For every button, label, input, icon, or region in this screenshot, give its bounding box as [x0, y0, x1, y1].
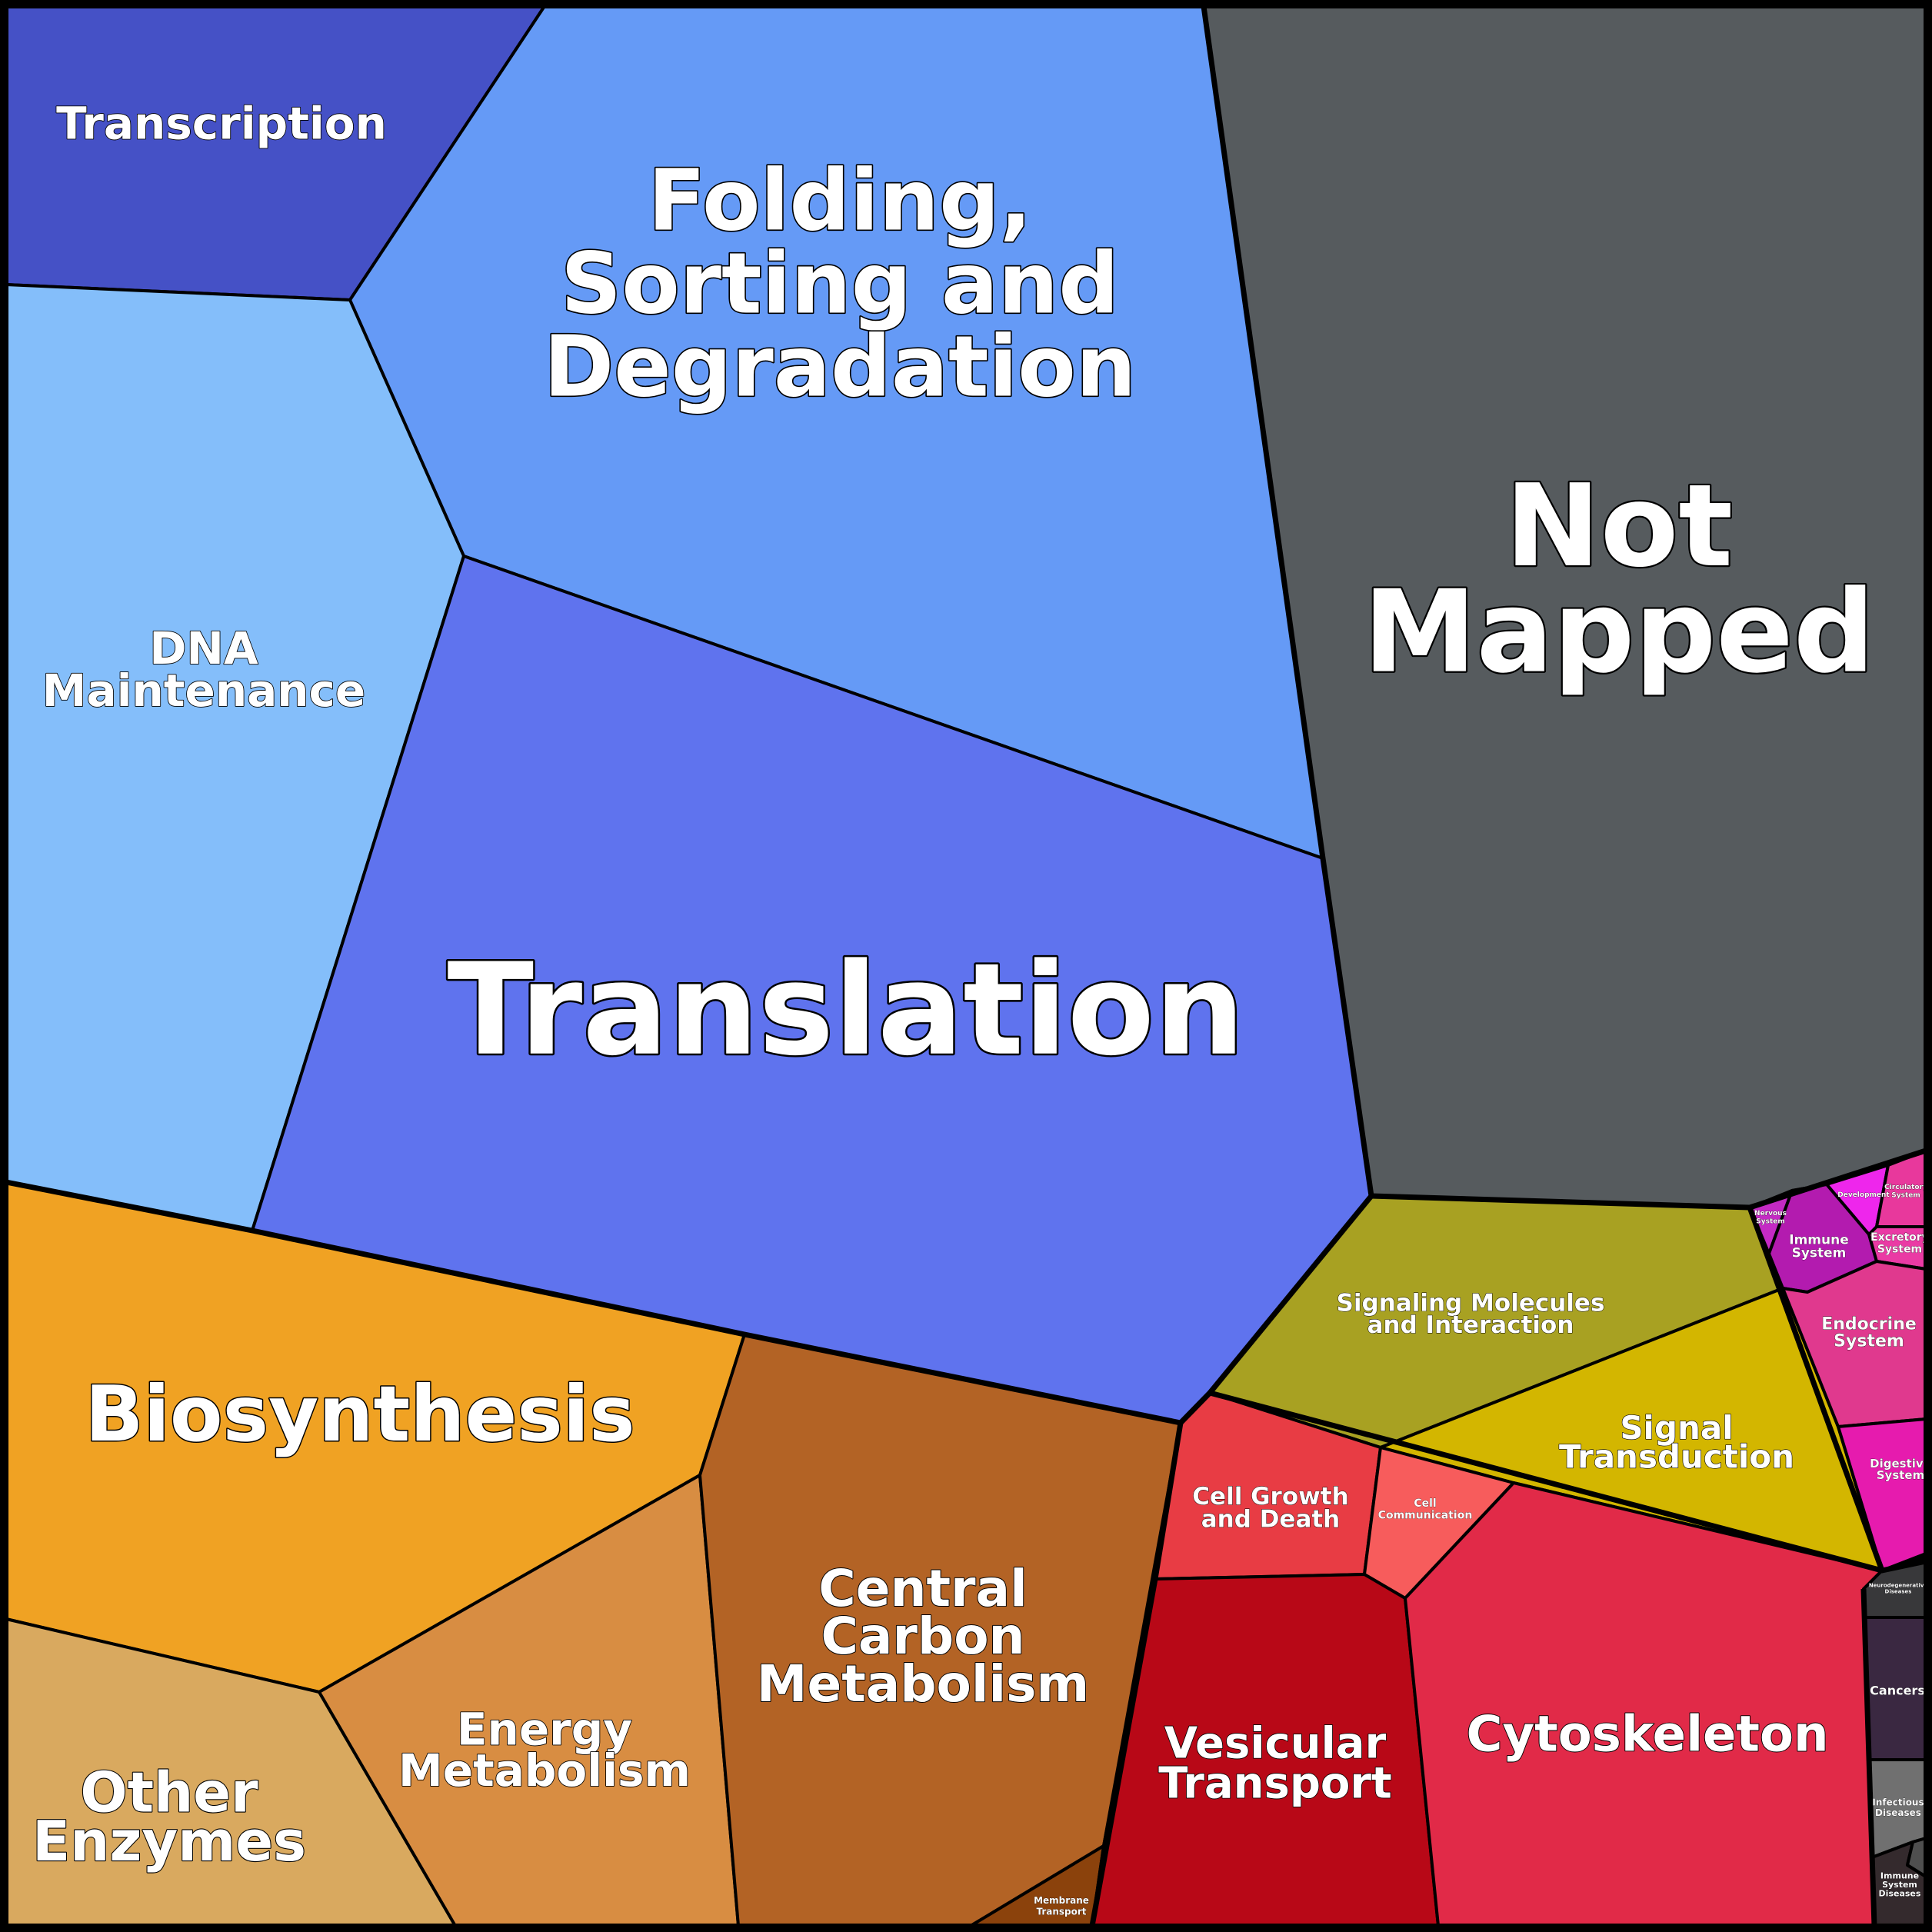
major-borders [5, 5, 1927, 1927]
label-line: Neurodegenerative [1869, 1582, 1928, 1588]
label-line: Central [818, 1559, 1027, 1618]
label-biosynthesis: Biosynthesis [85, 1369, 635, 1459]
label-line: Transport [1036, 1906, 1086, 1917]
label-line: Transport [1158, 1759, 1392, 1809]
labels-layer: Transcription Folding, Sorting and Degradat… [32, 96, 1931, 1917]
label-translation: Translation [448, 936, 1245, 1084]
label-line: Other [80, 1760, 258, 1825]
label-membrane-transport: Membrane Transport [1034, 1895, 1089, 1917]
label-line: System [1877, 1468, 1924, 1482]
label-other-enzymes: Other Enzymes [32, 1760, 306, 1874]
label-neurodegenerative: Neurodegenerative Diseases [1869, 1582, 1928, 1594]
label-line: Enzymes [32, 1809, 306, 1874]
label-line: Cancers [1870, 1684, 1925, 1698]
label-cell-communication: Cell Communication [1378, 1497, 1473, 1521]
label-line: Transduction [1559, 1438, 1794, 1476]
label-endocrine-system: Endocrine System [1821, 1315, 1917, 1351]
label-line: System [1882, 1880, 1917, 1890]
label-not-mapped: Not Mapped [1363, 460, 1874, 698]
label-infectious-diseases: Infectious Diseases [1872, 1797, 1924, 1818]
label-cell-growth: Cell Growth and Death [1192, 1483, 1348, 1533]
label-development: Development [1837, 1191, 1890, 1199]
label-line: System [1756, 1218, 1785, 1226]
label-line: Cytoskeleton [1466, 1706, 1828, 1763]
label-dna-maintenance: DNA Maintenance [42, 622, 366, 717]
label-line: Signaling Molecules [1337, 1290, 1605, 1317]
label-line: Mapped [1363, 566, 1874, 698]
label-line: Immune [1789, 1232, 1849, 1247]
label-immune-system-diseases: Immune System Diseases [1879, 1870, 1921, 1898]
label-cytoskeleton: Cytoskeleton [1466, 1706, 1828, 1763]
label-line: Signal [1620, 1409, 1733, 1447]
label-line: Cell Growth [1192, 1483, 1348, 1511]
label-line: Diseases [1875, 1807, 1921, 1818]
label-line: Carbon [821, 1607, 1024, 1666]
label-energy-metabolism: Energy Metabolism [398, 1704, 691, 1797]
label-signal-transduction: Signal Transduction [1559, 1409, 1794, 1476]
label-line: System [1891, 1192, 1920, 1200]
label-line: Not [1505, 460, 1733, 592]
label-line: Diseases [1885, 1589, 1912, 1595]
label-line: Cell [1414, 1497, 1436, 1510]
label-immune-system: Immune System [1789, 1232, 1849, 1261]
label-line: System [1834, 1332, 1904, 1351]
label-line: Nervous [1754, 1210, 1787, 1217]
label-line: DNA [149, 622, 258, 675]
label-folding: Folding, Sorting and Degradation [544, 152, 1136, 416]
label-central-carbon: Central Carbon Metabolism [757, 1559, 1089, 1714]
label-line: Immune [1880, 1870, 1919, 1880]
cells-layer [5, 5, 1927, 1927]
label-line: Transcription [56, 97, 387, 149]
category-border [1089, 1422, 1184, 1927]
category-border [5, 5, 1374, 1426]
label-line: System [1792, 1245, 1847, 1261]
label-line: Biosynthesis [85, 1369, 635, 1459]
label-line: Degradation [544, 317, 1136, 415]
label-line: Diseases [1879, 1888, 1921, 1898]
label-line: Metabolism [398, 1744, 691, 1797]
label-excretory-system: Excretory System [1870, 1231, 1929, 1255]
label-line: Excretory [1870, 1231, 1929, 1244]
label-line: Circulatory [1884, 1184, 1927, 1191]
label-signaling-molecules: Signaling Molecules and Interaction [1337, 1290, 1605, 1340]
label-digestive-system: Digestive System [1870, 1457, 1931, 1482]
label-vesicular-transport: Vesicular Transport [1158, 1719, 1392, 1809]
label-line: Energy [457, 1704, 632, 1756]
label-line: and Interaction [1367, 1311, 1574, 1339]
label-nervous-system: Nervous System [1754, 1210, 1787, 1226]
label-transcription: Transcription [56, 97, 387, 149]
label-line: Translation [448, 936, 1245, 1084]
label-line: System [1877, 1244, 1922, 1256]
category-border [1209, 1390, 1883, 1574]
category-border [1860, 1588, 1877, 1927]
label-line: Infectious [1872, 1797, 1924, 1808]
label-line: Development [1837, 1191, 1890, 1199]
label-line: Digestive [1870, 1457, 1931, 1471]
label-line: and Death [1201, 1506, 1341, 1534]
label-line: Communication [1378, 1510, 1473, 1522]
label-line: Membrane [1034, 1895, 1089, 1906]
label-line: Folding, [648, 152, 1031, 250]
label-line: Sorting and [561, 235, 1119, 333]
label-line: Maintenance [42, 665, 366, 717]
label-line: Vesicular [1164, 1719, 1387, 1769]
label-cancers: Cancers [1870, 1684, 1925, 1698]
label-circulatory-system: Circulatory System [1884, 1184, 1927, 1200]
label-line: Metabolism [757, 1654, 1089, 1714]
label-line: Endocrine [1821, 1315, 1917, 1334]
